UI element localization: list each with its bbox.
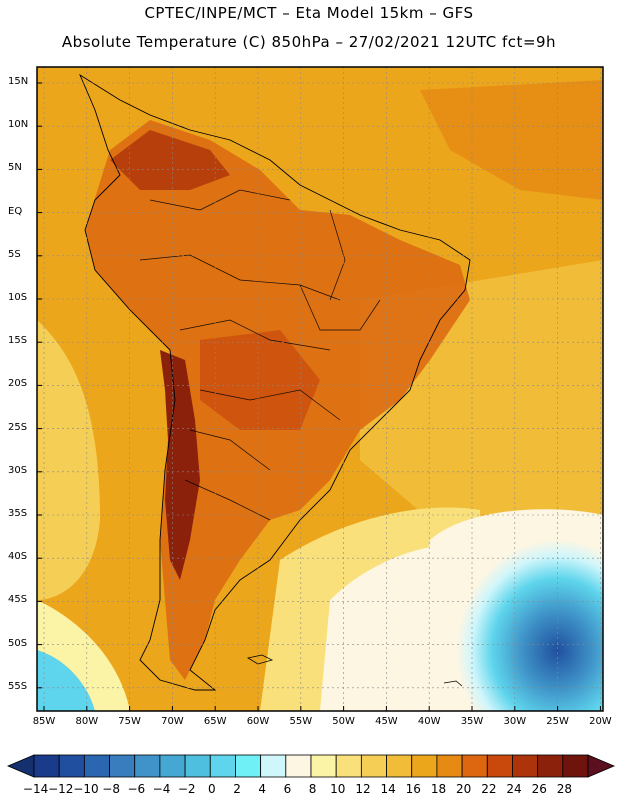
colorbar-overflow-arrow — [587, 754, 616, 778]
colorbar-segment — [512, 754, 539, 778]
grid-lines — [37, 67, 603, 711]
lon-label: 75W — [118, 716, 141, 727]
map-frame — [36, 66, 604, 712]
colorbar-label: −6 — [127, 782, 146, 796]
lat-label: 10N — [8, 119, 29, 131]
colorbar-segment — [235, 754, 262, 778]
lon-label: 85W — [32, 716, 56, 727]
colorbar-segment — [537, 754, 564, 778]
colorbar-segment — [184, 754, 211, 778]
colorbar-segment — [83, 754, 110, 778]
colorbar-label: −14 — [22, 782, 49, 796]
colorbar-segment — [562, 754, 589, 778]
lon-label: 45W — [375, 716, 398, 727]
lat-label: 55S — [8, 680, 28, 692]
south-america-coastline — [79, 73, 471, 691]
colorbar-label: 20 — [456, 782, 472, 796]
colorbar-segment — [360, 754, 387, 778]
lon-label: 30W — [503, 716, 527, 727]
colorbar-segment — [109, 754, 136, 778]
colorbar-label: 12 — [355, 782, 371, 796]
lat-label: EQ — [8, 205, 23, 217]
lon-label: 55W — [289, 716, 313, 727]
lon-label: 80W — [75, 716, 99, 727]
lat-label: 35S — [8, 508, 28, 519]
central-hot-area — [200, 330, 320, 430]
colorbar-segment — [386, 754, 413, 778]
colorbar-label: 6 — [283, 782, 292, 796]
lon-label: 60W — [246, 716, 270, 727]
country-borders — [139, 189, 381, 521]
lon-label: 20W — [589, 716, 612, 727]
lon-label: 50W — [332, 716, 355, 727]
colorbar-label: −8 — [102, 782, 120, 796]
lat-label: 5N — [8, 162, 22, 174]
colorbar-label: −10 — [73, 782, 99, 796]
lon-label: 70W — [161, 716, 184, 727]
colorbar-label: 28 — [556, 782, 573, 796]
lat-label: 45S — [8, 594, 28, 606]
title-line-1: CPTEC/INPE/MCT – Eta Model 15km – GFS — [144, 4, 474, 22]
lon-label: 65W — [203, 716, 227, 727]
colorbar-segment — [159, 754, 186, 778]
colorbar-label: 14 — [380, 782, 396, 796]
lon-label: 40W — [417, 716, 441, 727]
colorbar-label: 4 — [258, 782, 267, 796]
ocean-warm-patch — [420, 80, 603, 200]
lat-label: 40S — [8, 551, 28, 563]
title-line-2: Absolute Temperature (C) 850hPa – 27/02/… — [61, 33, 557, 51]
colorbar-label: 24 — [506, 782, 522, 796]
colorbar-segment — [310, 754, 337, 778]
colorbar-segment — [134, 754, 161, 778]
south-georgia — [443, 680, 463, 687]
cold-pool — [420, 509, 603, 711]
colorbar-label: 10 — [330, 782, 346, 796]
colorbar-label: −12 — [48, 782, 74, 796]
colorbar-segment — [461, 754, 488, 778]
lon-label: 35W — [460, 716, 484, 727]
colorbar-segment — [260, 754, 287, 778]
lat-label: 50S — [8, 637, 28, 649]
lat-label: 25S — [8, 421, 28, 433]
colorbar-label: 16 — [405, 782, 421, 796]
southwest-pale — [37, 600, 130, 711]
colorbar-label: 0 — [208, 782, 216, 796]
colorbar-label: −2 — [177, 782, 196, 796]
colorbar-segment — [33, 754, 60, 778]
colorbar-segment — [411, 754, 438, 778]
lat-label: 5S — [8, 248, 21, 260]
colorbar-label: 18 — [430, 782, 447, 796]
northern-hot-ridge — [110, 130, 230, 190]
southwest-cold-corner — [37, 650, 95, 711]
colorbar-label: 8 — [308, 782, 317, 796]
andes-hot-ridge — [160, 350, 200, 580]
lon-label: 25W — [546, 716, 569, 727]
colorbar-label: 26 — [531, 782, 547, 796]
lat-label: 10S — [8, 292, 28, 303]
colorbar — [6, 754, 616, 778]
colorbar-underflow-arrow — [6, 754, 35, 778]
colorbar-segment — [335, 754, 362, 778]
colorbar-segment — [436, 754, 463, 778]
colorbar-segment — [285, 754, 312, 778]
lat-label: 15N — [8, 76, 29, 87]
falkland-islands — [246, 654, 274, 665]
colorbar-label: 2 — [233, 782, 241, 796]
colorbar-segment — [209, 754, 236, 778]
colorbar-label: 22 — [481, 782, 497, 796]
colorbar-segment — [58, 754, 85, 778]
pacific-cooler — [37, 320, 100, 600]
colorbar-segment — [486, 754, 513, 778]
lat-label: 15S — [8, 335, 28, 347]
lat-label: 30S — [8, 464, 28, 476]
lat-label: 20S — [8, 378, 28, 390]
colorbar-label: −4 — [152, 782, 171, 796]
